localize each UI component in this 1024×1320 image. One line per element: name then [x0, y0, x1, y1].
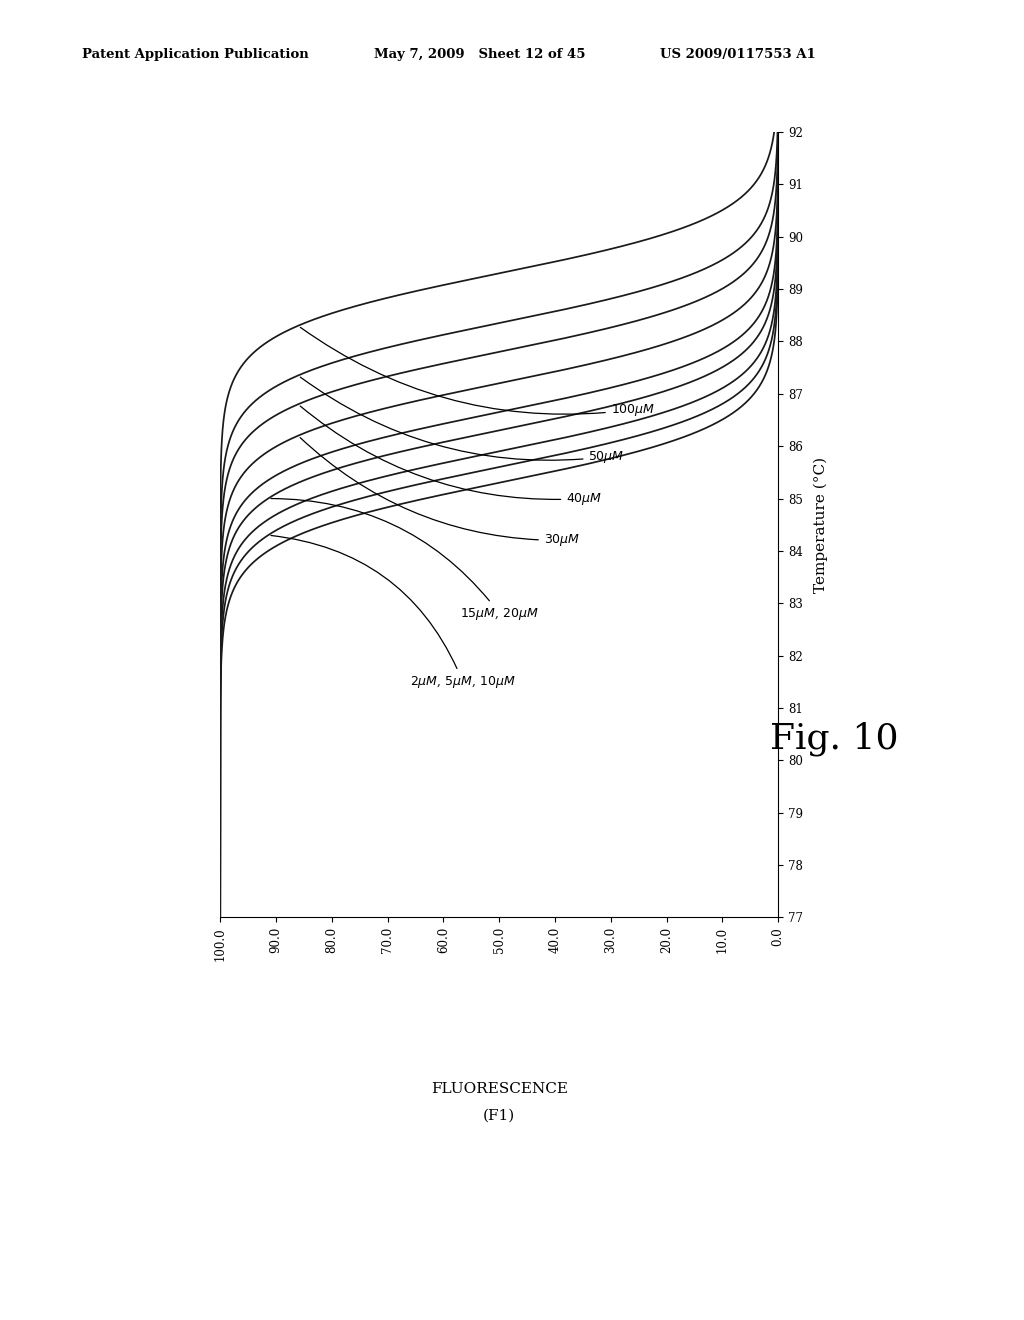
Text: May 7, 2009   Sheet 12 of 45: May 7, 2009 Sheet 12 of 45 — [374, 48, 586, 61]
Text: FLUORESCENCE: FLUORESCENCE — [431, 1082, 567, 1096]
Text: Patent Application Publication: Patent Application Publication — [82, 48, 308, 61]
Text: (F1): (F1) — [483, 1109, 515, 1122]
Y-axis label: Temperature (°C): Temperature (°C) — [814, 457, 828, 593]
Text: Fig. 10: Fig. 10 — [770, 722, 899, 756]
Text: US 2009/0117553 A1: US 2009/0117553 A1 — [660, 48, 816, 61]
Text: $15\mu M$, $20\mu M$: $15\mu M$, $20\mu M$ — [271, 499, 539, 622]
Text: $30\mu M$: $30\mu M$ — [300, 438, 581, 548]
Text: $40\mu M$: $40\mu M$ — [300, 407, 602, 507]
Text: $50\mu M$: $50\mu M$ — [300, 378, 625, 465]
Text: $2\mu M$, $5\mu M$, $10\mu M$: $2\mu M$, $5\mu M$, $10\mu M$ — [271, 536, 515, 690]
Text: $100\mu M$: $100\mu M$ — [300, 327, 655, 417]
